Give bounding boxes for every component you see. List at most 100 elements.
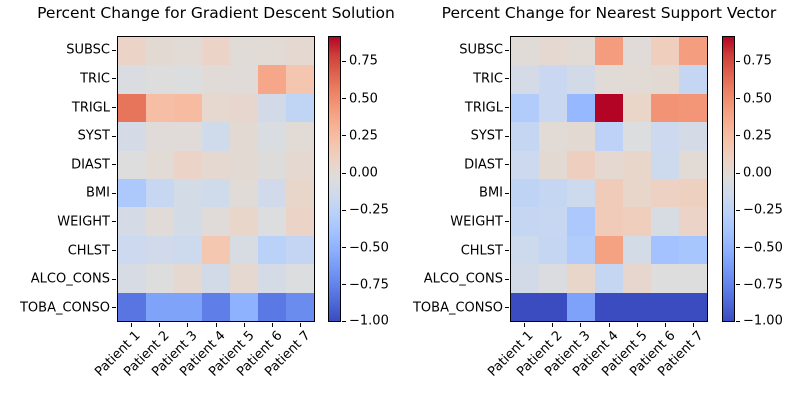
heatmap-cell	[679, 37, 707, 66]
heatmap-cell	[118, 65, 146, 94]
colorbar-tick-label: 0.00	[349, 165, 378, 181]
heatmap-cell	[511, 65, 539, 94]
colorbar-tick-label: 0.25	[743, 128, 772, 144]
heatmap-cell	[286, 150, 314, 179]
heatmap-cell	[595, 207, 623, 236]
colorbar-tick-label: −0.25	[743, 202, 783, 218]
colorbar-tick	[736, 320, 740, 322]
heatmap-cell	[539, 235, 567, 265]
y-tick	[112, 221, 116, 223]
heatmap-cell	[174, 150, 202, 179]
heatmap-cell	[146, 93, 174, 123]
heatmap-cell	[286, 178, 314, 208]
colorbar-tick-label: 0.75	[743, 53, 772, 69]
heatmap-cell	[595, 178, 623, 208]
heatmap-cell	[286, 235, 314, 265]
colorbar-tick-label: −0.50	[349, 240, 389, 256]
x-tick	[693, 323, 695, 327]
heatmap-cell	[623, 264, 651, 293]
x-tick	[523, 323, 525, 327]
heatmap-cell	[202, 93, 230, 123]
heatmap-cell	[651, 235, 679, 265]
colorbar-tick	[342, 98, 346, 100]
heatmap-cell	[146, 264, 174, 293]
heatmap-cell	[651, 264, 679, 293]
heatmap-cell	[539, 122, 567, 151]
heatmap-cell	[511, 207, 539, 236]
y-tick-label: SYST	[470, 128, 503, 144]
y-tick	[112, 135, 116, 137]
heatmap-cell	[595, 150, 623, 179]
x-tick	[215, 323, 217, 327]
heatmap-cell	[146, 292, 174, 321]
colorbar-tick	[342, 60, 346, 62]
heatmap-cell	[539, 93, 567, 123]
heatmap-cell	[651, 65, 679, 94]
y-tick-label: DIAST	[464, 157, 503, 173]
x-tick	[243, 323, 245, 327]
heatmap-cell	[146, 150, 174, 179]
y-tick-label: TRIGL	[71, 100, 110, 115]
heatmap-cell	[511, 150, 539, 179]
colorbar	[722, 36, 735, 322]
chart-title: Percent Change for Nearest Support Vecto…	[441, 4, 777, 22]
heatmap-cell	[623, 207, 651, 236]
colorbar-tick	[736, 284, 740, 286]
colorbar-tick-label: −0.50	[743, 240, 783, 256]
heatmap-cell	[230, 235, 258, 265]
y-tick-label: ALCO_CONS	[423, 271, 503, 287]
heatmap-cell	[539, 65, 567, 94]
x-tick	[551, 323, 553, 327]
heatmap-cell	[539, 37, 567, 66]
heatmap-cell	[567, 235, 595, 265]
x-tick	[187, 323, 189, 327]
y-tick	[505, 49, 509, 51]
heatmap-cell	[539, 264, 567, 293]
heatmap-cell	[511, 93, 539, 123]
heatmap-cell	[258, 235, 286, 265]
heatmap-cell	[118, 37, 146, 66]
heatmap-cell	[202, 178, 230, 208]
colorbar-tick-label: 0.50	[349, 91, 378, 107]
heatmap-cell	[146, 178, 174, 208]
heatmap-cell	[623, 150, 651, 179]
heatmap-cell	[258, 178, 286, 208]
colorbar-tick	[342, 320, 346, 322]
x-tick	[580, 323, 582, 327]
heatmap-cell	[174, 178, 202, 208]
y-tick	[112, 250, 116, 251]
y-tick	[505, 250, 509, 251]
y-tick-label: DIAST	[71, 157, 110, 173]
y-tick	[505, 107, 509, 108]
colorbar-tick-label: 0.50	[743, 91, 772, 107]
colorbar-tick	[342, 209, 346, 211]
heatmap-cell	[174, 65, 202, 94]
heatmap-cell	[679, 264, 707, 293]
heatmap-cell	[567, 150, 595, 179]
y-tick	[112, 307, 116, 309]
heatmap-cell	[539, 178, 567, 208]
y-tick-label: BMI	[86, 185, 110, 201]
heatmap-cell	[623, 65, 651, 94]
heatmap-cell	[230, 150, 258, 179]
heatmap-cell	[258, 292, 286, 321]
heatmap-cell	[567, 292, 595, 321]
heatmap-cell	[595, 122, 623, 151]
y-tick	[505, 192, 509, 194]
heatmap-cell	[651, 93, 679, 123]
heatmap-cell	[651, 37, 679, 66]
heatmap-cell	[286, 264, 314, 293]
y-tick	[505, 78, 509, 80]
heatmap-cell	[258, 37, 286, 66]
colorbar-tick	[736, 98, 740, 100]
y-tick	[505, 221, 509, 223]
colorbar-tick	[736, 60, 740, 62]
heatmap-cell	[679, 122, 707, 151]
heatmap-cell	[511, 37, 539, 66]
heatmap-cell	[567, 122, 595, 151]
heatmap-cell	[651, 178, 679, 208]
heatmap-cell	[258, 150, 286, 179]
heatmap-cell	[651, 122, 679, 151]
heatmap-cell	[286, 37, 314, 66]
heatmap-cell	[146, 235, 174, 265]
